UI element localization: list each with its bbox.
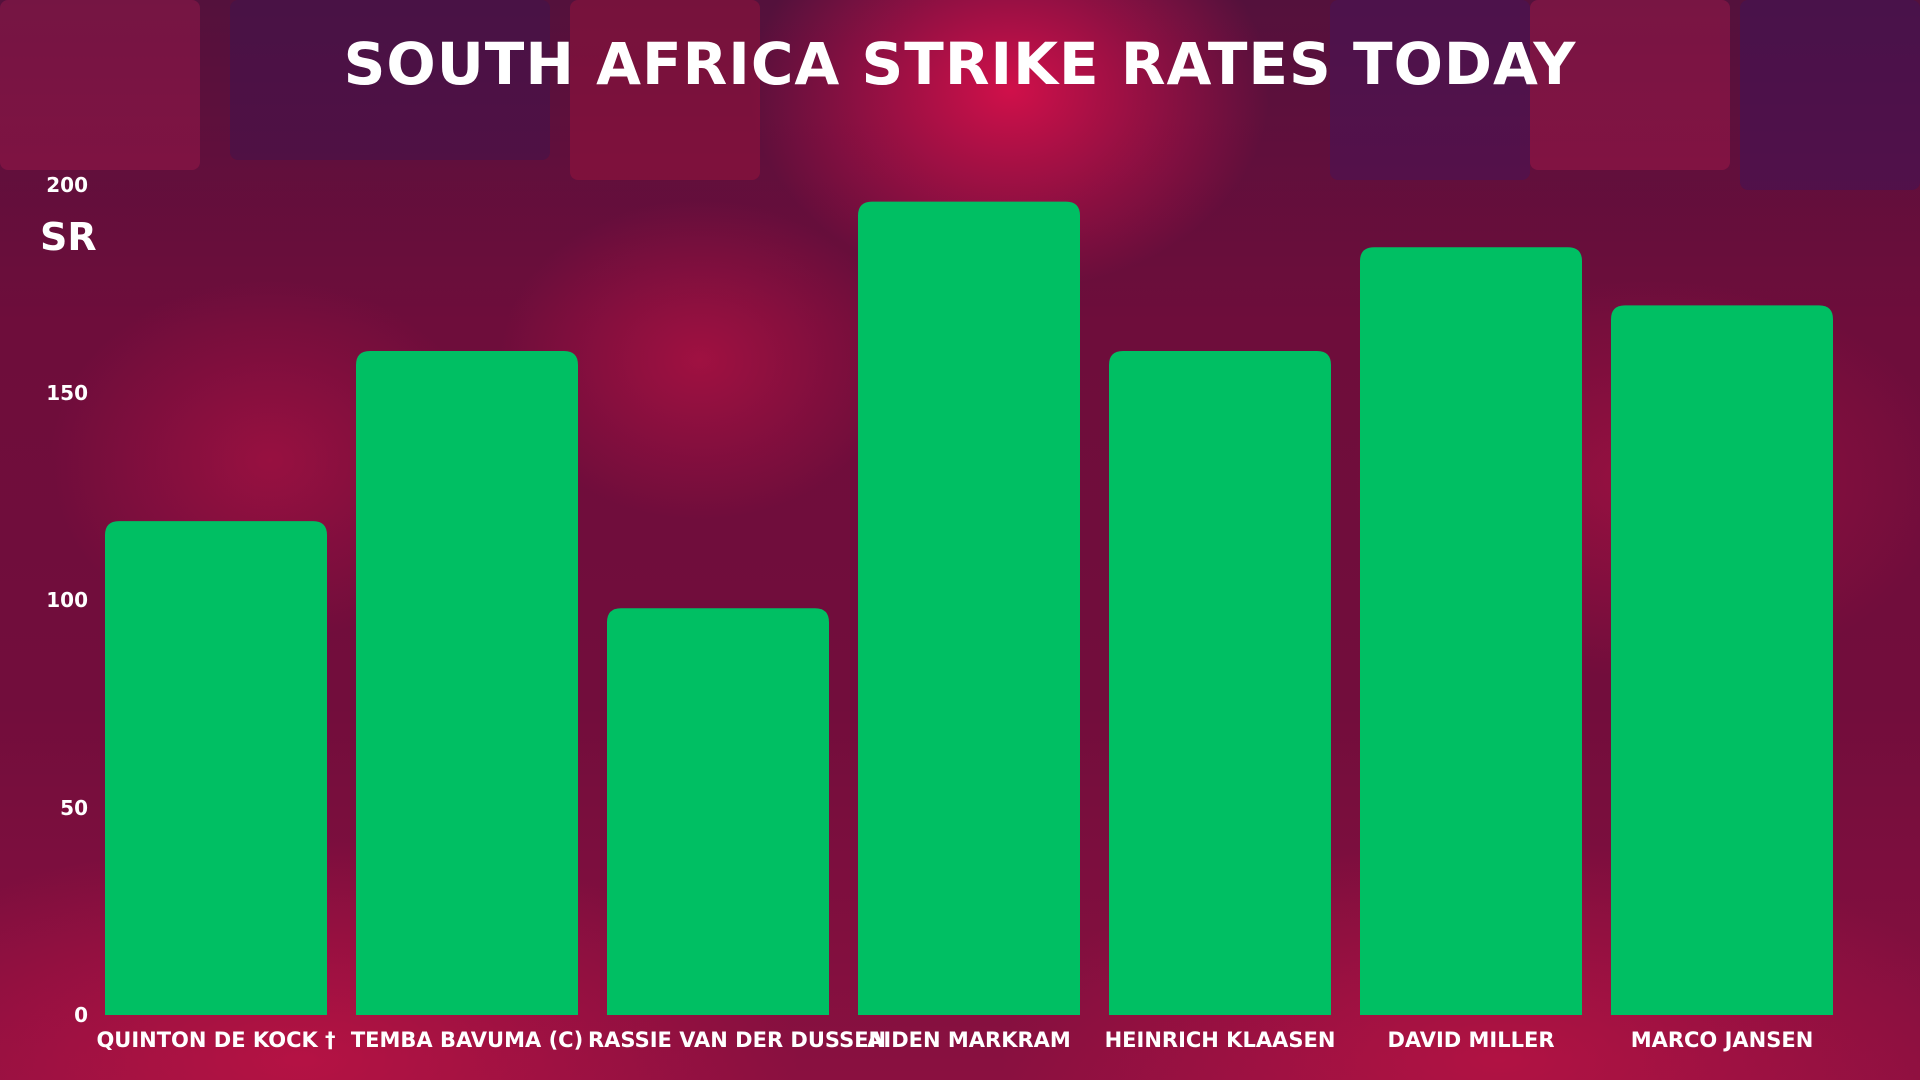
y-tick-label: 50 xyxy=(60,795,88,820)
x-tick-label: AIDEN MARKRAM xyxy=(867,1028,1071,1052)
bar-3 xyxy=(607,608,829,1015)
chart-title: SOUTH AFRICA STRIKE RATES TODAY xyxy=(343,30,1577,98)
x-tick-label: RASSIE VAN DER DUSSEN xyxy=(588,1028,887,1052)
x-tick-label: MARCO JANSEN xyxy=(1630,1028,1814,1052)
bar-6 xyxy=(1360,247,1582,1015)
x-tick-label: TEMBA BAVUMA (C) xyxy=(350,1028,584,1052)
y-tick-label: 100 xyxy=(46,588,88,612)
x-tick-label: QUINTON DE KOCK † xyxy=(96,1028,336,1052)
x-tick-label: HEINRICH KLAASEN xyxy=(1104,1028,1336,1052)
y-tick-label: 0 xyxy=(74,1003,88,1027)
y-axis-title: SR xyxy=(40,215,97,259)
y-tick-label: 150 xyxy=(46,380,88,405)
y-tick-label: 200 xyxy=(46,173,88,197)
x-tick-label: DAVID MILLER xyxy=(1387,1028,1555,1052)
bar-1 xyxy=(105,521,327,1015)
bar-5 xyxy=(1109,351,1331,1015)
bar-7 xyxy=(1611,305,1833,1016)
bar-4 xyxy=(858,201,1080,1016)
bar-2 xyxy=(356,351,578,1015)
